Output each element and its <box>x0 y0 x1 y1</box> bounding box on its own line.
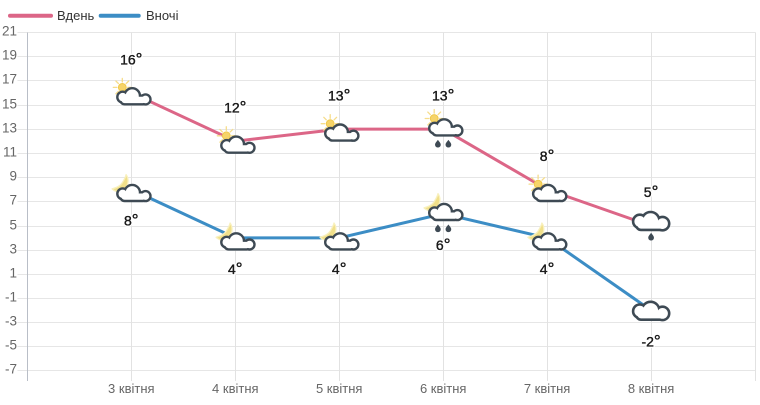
svg-text:8°: 8° <box>540 146 555 165</box>
svg-text:12°: 12° <box>224 98 246 117</box>
svg-text:5: 5 <box>9 218 17 233</box>
svg-text:7: 7 <box>9 193 17 208</box>
svg-text:4°: 4° <box>540 259 555 278</box>
svg-text:13°: 13° <box>328 86 350 105</box>
svg-text:4°: 4° <box>332 259 347 278</box>
svg-text:5°: 5° <box>644 182 659 201</box>
svg-text:3: 3 <box>9 242 17 257</box>
svg-text:-5: -5 <box>5 338 17 353</box>
svg-text:12°: 12° <box>224 98 246 117</box>
svg-text:21: 21 <box>2 24 17 39</box>
svg-text:6°: 6° <box>436 235 451 254</box>
svg-text:6°: 6° <box>436 235 451 254</box>
svg-text:-2°: -2° <box>641 332 660 351</box>
svg-text:16°: 16° <box>120 50 142 69</box>
svg-text:4°: 4° <box>332 259 347 278</box>
svg-text:Вдень: Вдень <box>57 8 95 23</box>
svg-text:8°: 8° <box>124 211 139 230</box>
svg-text:-2°: -2° <box>641 332 660 351</box>
svg-text:1: 1 <box>9 266 17 281</box>
svg-text:8 квітня: 8 квітня <box>628 381 675 396</box>
svg-text:5°: 5° <box>644 182 659 201</box>
svg-text:5 квітня: 5 квітня <box>316 381 363 396</box>
svg-text:11: 11 <box>3 145 17 160</box>
svg-text:Вночі: Вночі <box>146 8 179 23</box>
svg-text:-3: -3 <box>5 314 17 329</box>
svg-text:13°: 13° <box>328 86 350 105</box>
svg-text:13°: 13° <box>432 86 454 105</box>
svg-text:4 квітня: 4 квітня <box>212 381 259 396</box>
svg-text:4°: 4° <box>228 259 243 278</box>
svg-text:9: 9 <box>9 169 17 184</box>
svg-text:6 квітня: 6 квітня <box>420 381 467 396</box>
svg-text:19: 19 <box>2 48 17 63</box>
svg-text:-7: -7 <box>5 362 17 377</box>
svg-text:4°: 4° <box>540 259 555 278</box>
svg-text:7 квітня: 7 квітня <box>524 381 571 396</box>
svg-text:4°: 4° <box>228 259 243 278</box>
svg-text:-1: -1 <box>5 290 17 305</box>
svg-text:3 квітня: 3 квітня <box>108 381 155 396</box>
svg-text:8°: 8° <box>540 146 555 165</box>
svg-text:13: 13 <box>2 121 17 136</box>
svg-text:17: 17 <box>2 72 17 87</box>
svg-text:15: 15 <box>2 97 17 112</box>
svg-text:13°: 13° <box>432 86 454 105</box>
svg-text:16°: 16° <box>120 50 142 69</box>
svg-text:8°: 8° <box>124 211 139 230</box>
